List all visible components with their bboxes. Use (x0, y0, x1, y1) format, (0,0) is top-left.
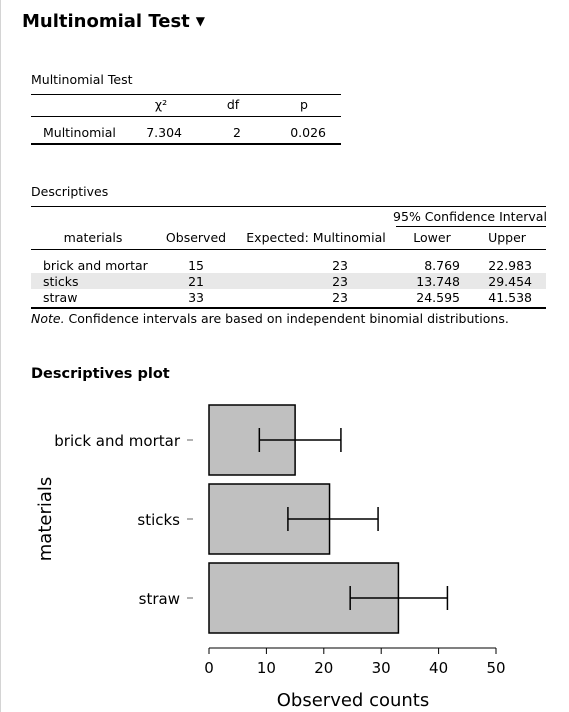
analysis-title-text: Multinomial Test (22, 11, 190, 32)
table-row-shade (31, 273, 546, 289)
table-row-material: sticks (43, 274, 79, 289)
x-tick-label: 50 (486, 659, 505, 677)
footnote-label: Note. (31, 311, 65, 326)
descriptives-table-header-rule (31, 249, 546, 250)
x-tick-label: 40 (429, 659, 448, 677)
table-footnote: Note. Confidence intervals are based on … (31, 311, 509, 326)
y-axis-label: materials (35, 477, 56, 562)
panel-left-border (0, 0, 1, 712)
footnote-text: Confidence intervals are based on indepe… (64, 311, 509, 326)
x-tick-label: 30 (372, 659, 391, 677)
table-row-material: straw (43, 290, 78, 305)
multinomial-table-header-rule (31, 116, 341, 117)
descriptives-table-top-rule (31, 206, 546, 207)
descriptives-table-bottom-rule (31, 307, 546, 309)
plot-title: Descriptives plot (31, 366, 170, 382)
multinomial-table-bottom-rule (31, 143, 341, 145)
multinomial-row-label: Multinomial (43, 125, 116, 140)
multinomial-table-top-rule (31, 94, 341, 95)
y-tick-label: brick and mortar (54, 432, 181, 450)
x-axis-label: Observed counts (277, 690, 429, 711)
multinomial-table-title: Multinomial Test (31, 72, 133, 87)
descriptives-table-title: Descriptives (31, 184, 109, 199)
x-tick-label: 10 (257, 659, 276, 677)
x-tick-label: 20 (314, 659, 333, 677)
x-tick-label: 0 (204, 659, 214, 677)
caret-down-icon[interactable]: ▼ (195, 14, 206, 28)
y-tick-label: sticks (137, 511, 180, 529)
y-tick-label: straw (139, 590, 180, 608)
analysis-title[interactable]: Multinomial Test ▼ (22, 11, 205, 32)
ci-header-rule (396, 226, 546, 227)
table-row-material: brick and mortar (43, 258, 148, 273)
